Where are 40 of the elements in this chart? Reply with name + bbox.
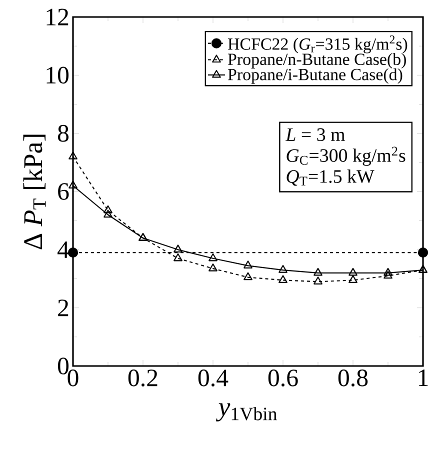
y-tick-label: 10 xyxy=(46,66,69,84)
point xyxy=(384,268,392,276)
x-tick-label: 0.2 xyxy=(128,370,158,386)
point xyxy=(418,248,428,258)
x-tick-label: 0.6 xyxy=(268,370,298,386)
point xyxy=(68,180,78,188)
x-tick-label: 0.8 xyxy=(338,370,368,386)
point xyxy=(314,268,322,276)
point xyxy=(208,253,218,262)
point xyxy=(314,276,322,284)
point xyxy=(104,210,112,218)
annotation: G$_{C}$=300 kg/m$^{2}$s xyxy=(286,146,406,166)
point xyxy=(348,268,358,276)
point xyxy=(278,275,288,284)
point xyxy=(278,264,288,273)
y-tick-label: 2 xyxy=(58,300,68,316)
y-tick-label: 0 xyxy=(58,358,69,374)
point xyxy=(174,244,182,252)
point xyxy=(68,152,78,160)
y-axis-title: Δ P$_{T}$ [kPa] xyxy=(23,134,46,250)
annotation: L = 3 m xyxy=(285,128,345,142)
annotation: Q$_{T}$=1.5 kW xyxy=(286,170,374,186)
point xyxy=(174,253,182,262)
legend-label: Propane/n-Butane Case(b) xyxy=(228,53,406,68)
legend-label: Propane/i-Butane Case(d) xyxy=(228,68,402,84)
x-tick-label: 0.4 xyxy=(198,370,228,386)
y-tick-label: 12 xyxy=(46,8,68,26)
point xyxy=(348,275,358,284)
point xyxy=(384,270,392,279)
point xyxy=(104,205,112,214)
x-tick-label: 1 xyxy=(418,370,428,386)
point xyxy=(244,272,252,280)
point xyxy=(244,260,252,268)
y-tick-label: 4 xyxy=(58,241,70,258)
x-axis-title: y$_{1Vbin}$ xyxy=(216,403,277,422)
y-tick-label: 8 xyxy=(58,124,69,142)
y-tick-label: 6 xyxy=(58,183,69,200)
point xyxy=(68,248,78,258)
point xyxy=(208,264,218,272)
legend-label: HCFC22 (G$_{r}$=315 kg/m$^{2}$s) xyxy=(228,36,408,54)
